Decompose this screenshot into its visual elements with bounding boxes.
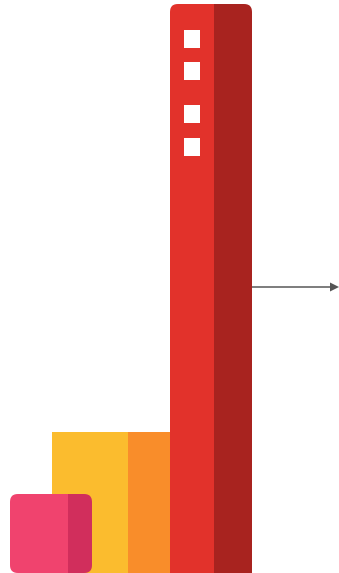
- tower-window: [184, 105, 200, 123]
- middle-block-side: [128, 432, 170, 573]
- small-block-side: [68, 494, 92, 573]
- tower-side: [214, 4, 252, 573]
- small-block-front: [10, 494, 68, 573]
- arrow-right-icon: [252, 282, 339, 292]
- small-block: [10, 494, 92, 573]
- tower-window: [184, 62, 200, 80]
- tall-tower-block: [170, 4, 252, 573]
- tower-front: [170, 4, 214, 573]
- arrow-head: [330, 282, 339, 292]
- tower-window: [184, 138, 200, 156]
- tower-window: [184, 30, 200, 48]
